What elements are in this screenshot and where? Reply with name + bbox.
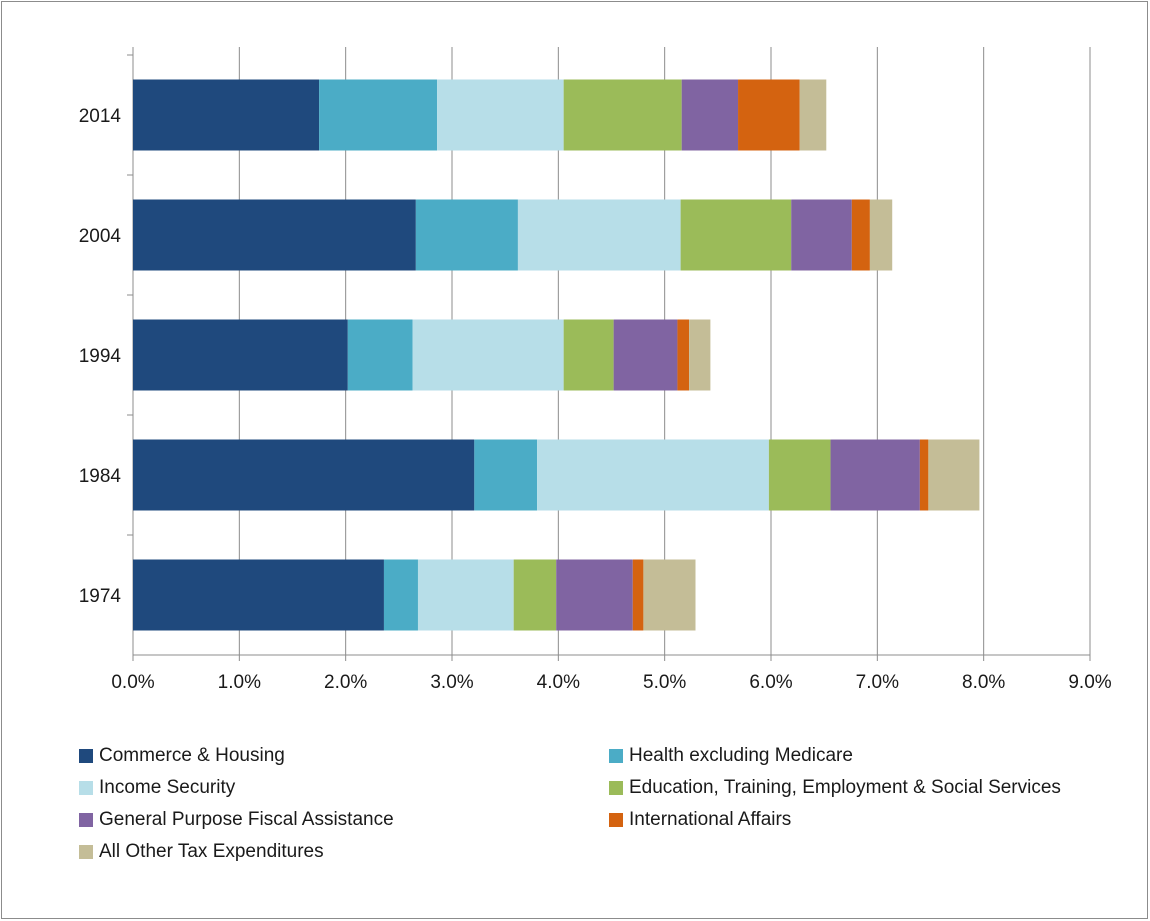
x-tick-label: 7.0% bbox=[856, 672, 899, 693]
bar-segment bbox=[563, 79, 682, 151]
bar-segment bbox=[799, 79, 827, 151]
bar-segment bbox=[133, 79, 320, 151]
bar-segment bbox=[768, 439, 831, 511]
bar-segment bbox=[133, 319, 348, 391]
x-tick-label: 8.0% bbox=[962, 672, 1005, 693]
y-tick-label: 2004 bbox=[79, 226, 122, 247]
bar-segment bbox=[383, 559, 418, 631]
x-tick-label: 6.0% bbox=[749, 672, 792, 693]
y-tick-label: 1974 bbox=[79, 586, 122, 607]
x-tick-label: 0.0% bbox=[111, 672, 154, 693]
bar-segment bbox=[677, 319, 690, 391]
y-tick-label: 2014 bbox=[79, 106, 122, 127]
bar-segment bbox=[437, 79, 564, 151]
bar-segment bbox=[517, 199, 681, 271]
x-tick-label: 9.0% bbox=[1068, 672, 1111, 693]
bar-segment bbox=[319, 79, 438, 151]
bar-segment bbox=[738, 79, 800, 151]
bar-segment bbox=[563, 319, 614, 391]
x-tick-label: 1.0% bbox=[218, 672, 261, 693]
bar-segment bbox=[412, 319, 564, 391]
bar-segment bbox=[417, 559, 514, 631]
bar-segment bbox=[919, 439, 929, 511]
bar-segment bbox=[133, 559, 384, 631]
bar-segment bbox=[133, 199, 416, 271]
bar-segment bbox=[680, 199, 792, 271]
bar-segment bbox=[681, 79, 739, 151]
bar-segment bbox=[851, 199, 870, 271]
bar-segment bbox=[415, 199, 518, 271]
bar-segment bbox=[830, 439, 920, 511]
x-tick-label: 3.0% bbox=[430, 672, 473, 693]
bar-segment bbox=[869, 199, 893, 271]
bar-segment bbox=[613, 319, 678, 391]
x-tick-label: 5.0% bbox=[643, 672, 686, 693]
x-tick-label: 2.0% bbox=[324, 672, 367, 693]
bar-segment bbox=[133, 439, 475, 511]
x-tick-label: 4.0% bbox=[537, 672, 580, 693]
bar-segment bbox=[643, 559, 696, 631]
bar-segment bbox=[632, 559, 644, 631]
bar-segment bbox=[791, 199, 852, 271]
bar-segment bbox=[928, 439, 980, 511]
bar-segment bbox=[689, 319, 711, 391]
bar-segment bbox=[474, 439, 538, 511]
bar-segment bbox=[347, 319, 413, 391]
y-tick-label: 1984 bbox=[79, 466, 122, 487]
bar-segment bbox=[537, 439, 769, 511]
bar-segment bbox=[556, 559, 633, 631]
y-tick-label: 1994 bbox=[79, 346, 122, 367]
bar-segment bbox=[513, 559, 557, 631]
